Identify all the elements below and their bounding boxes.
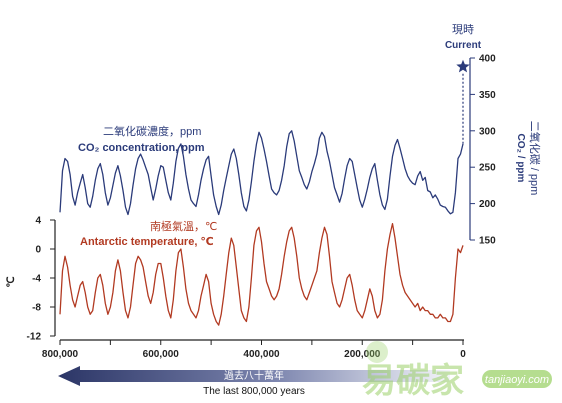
timeline-label-zh: 過去八十萬年 xyxy=(224,369,284,382)
temperature-tick-label: -8 xyxy=(32,303,41,314)
temperature-tick-group: 4 0 -4 -8 -12 xyxy=(27,216,55,343)
temperature-tick-label: -4 xyxy=(32,274,41,285)
watermark-pill-text: tanjiaoyi.com xyxy=(485,374,549,386)
watermark-text: 易碳家 xyxy=(362,362,464,400)
watermark-logo-icon xyxy=(366,341,388,363)
watermark: 易碳家 tanjiaoyi.com xyxy=(362,341,552,400)
timeline-arrow xyxy=(58,366,450,386)
timeline-label-en: The last 800,000 years xyxy=(203,386,305,397)
co2-tick-label: 400 xyxy=(479,54,496,65)
temperature-tick-label: 4 xyxy=(35,216,41,227)
x-tick-label: 0 xyxy=(460,349,466,360)
current-label-zh: 現時 xyxy=(452,23,474,36)
co2-tick-label: 350 xyxy=(479,90,496,101)
x-tick-label: 200,000 xyxy=(344,349,381,360)
x-tick-group: 800,000 600,000 400,000 200,000 0 xyxy=(42,340,466,360)
temperature-tick-label: 0 xyxy=(35,245,41,256)
co2-tick-group: 400 350 300 250 200 150 xyxy=(470,54,496,247)
watermark-pill xyxy=(482,370,552,388)
co2-series-line xyxy=(59,130,464,216)
x-tick-label: 400,000 xyxy=(243,349,280,360)
co2-tick-label: 300 xyxy=(479,126,496,137)
co2-series-title-en: CO₂ concentration, ppm xyxy=(78,142,205,154)
temperature-tick-label: -12 xyxy=(27,332,42,343)
temperature-series-title-en: Antarctic temperature, ℃ xyxy=(80,236,214,248)
temperature-axis-title: ℃ xyxy=(6,276,17,287)
co2-axis-title-zh: 二氧化碳 / ppm xyxy=(528,121,542,196)
current-label-en: Current xyxy=(445,40,482,51)
co2-tick-label: 250 xyxy=(479,163,496,174)
co2-tick-label: 200 xyxy=(479,199,496,210)
x-tick-label: 800,000 xyxy=(42,349,79,360)
co2-tick-label: 150 xyxy=(479,236,496,247)
time-x-axis: 800,000 600,000 400,000 200,000 0 xyxy=(42,339,466,360)
co2-axis-title-en: CO₂ / ppm xyxy=(515,134,526,183)
co2-y-axis: 400 350 300 250 200 150 xyxy=(469,54,496,247)
x-tick-label: 600,000 xyxy=(143,349,180,360)
current-star-icon xyxy=(456,59,470,73)
temperature-series-title-zh: 南極氣溫，℃ xyxy=(150,219,217,233)
temperature-series-line xyxy=(59,222,464,326)
temperature-y-axis: 4 0 -4 -8 -12 xyxy=(27,216,56,343)
co2-series-title-zh: 二氧化碳濃度，ppm xyxy=(103,124,201,138)
